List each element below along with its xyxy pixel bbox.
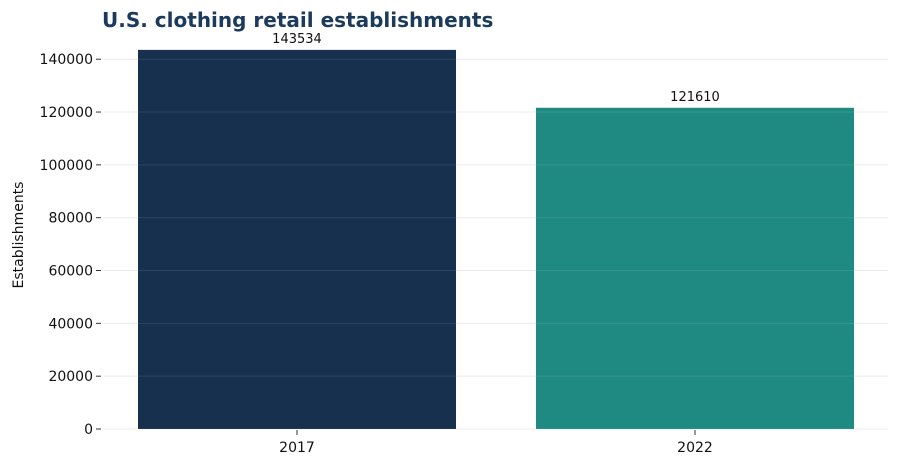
x-tick-label: 2022 (677, 440, 713, 456)
y-tick-label: 80000 (48, 211, 93, 227)
y-tick-label: 140000 (40, 52, 93, 68)
x-tick-label: 2017 (279, 440, 315, 456)
bar-2022 (536, 107, 854, 429)
data-label-2022: 121610 (670, 90, 720, 105)
y-tick-label: 20000 (48, 369, 93, 385)
y-tick-label: 120000 (40, 105, 93, 121)
y-tick-label: 100000 (40, 158, 93, 174)
y-tick-label: 40000 (48, 316, 93, 332)
bar-2017 (138, 49, 456, 430)
data-label-2017: 143534 (272, 32, 322, 47)
bars (138, 49, 854, 430)
chart-title: U.S. clothing retail establishments (102, 8, 493, 32)
y-tick-label: 0 (84, 422, 93, 438)
y-axis: 0 20000 40000 60000 80000 100000 120000 140000 (40, 52, 101, 438)
y-axis-title: Establishments (11, 182, 27, 289)
x-axis: 2017 2022 (279, 430, 713, 456)
gridlines-over-bars (104, 58, 888, 430)
y-tick-label: 60000 (48, 264, 93, 280)
data-labels: 143534 121610 (272, 32, 720, 105)
